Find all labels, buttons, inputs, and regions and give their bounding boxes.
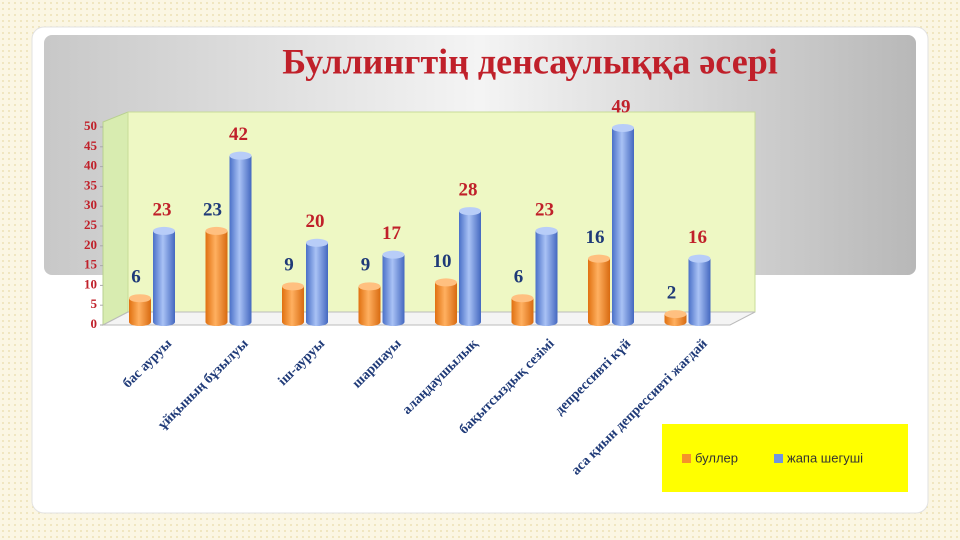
bar (306, 242, 328, 326)
data-label: 16 (688, 227, 707, 248)
data-label: 10 (433, 251, 452, 272)
data-label: 2 (667, 282, 677, 303)
data-label: 9 (284, 255, 294, 276)
data-label: 23 (153, 199, 172, 220)
data-label: 23 (203, 199, 222, 220)
bar-top (382, 250, 405, 259)
side-wall (102, 111, 129, 326)
bar (688, 258, 711, 326)
bar-top (153, 226, 175, 235)
bar-top (511, 294, 534, 303)
bar-top (459, 207, 481, 216)
bar (153, 230, 175, 326)
bar-top (306, 238, 328, 247)
bar-top (229, 151, 252, 160)
data-label: 6 (514, 267, 524, 288)
bar-top (612, 123, 634, 132)
bar-top (535, 226, 558, 235)
data-label: 16 (586, 227, 605, 248)
y-tick-label: 45 (84, 138, 98, 153)
data-label: 49 (612, 96, 631, 117)
bar (435, 282, 457, 326)
y-tick-label: 15 (84, 257, 98, 272)
data-label: 42 (229, 124, 248, 145)
bar-top (664, 310, 687, 319)
bar-top (282, 282, 304, 291)
data-label: 20 (306, 211, 325, 232)
data-label: 9 (361, 255, 371, 276)
legend-swatch (682, 454, 691, 463)
bar (459, 211, 481, 326)
bar (588, 258, 610, 326)
bar-top (129, 294, 151, 303)
y-tick-label: 20 (84, 237, 97, 252)
bar (129, 298, 151, 326)
legend-label: буллер (695, 450, 738, 465)
legend-label: жапа шегуші (787, 450, 863, 465)
data-label: 23 (535, 199, 554, 220)
bar (205, 230, 228, 326)
y-tick-label: 50 (84, 118, 97, 133)
bar (382, 254, 405, 326)
bar-top (588, 254, 610, 263)
bar (612, 127, 634, 327)
y-tick-label: 10 (84, 276, 97, 291)
bar (511, 298, 534, 326)
y-tick-label: 25 (84, 217, 98, 232)
data-label: 28 (459, 179, 478, 200)
bar-top (688, 254, 711, 263)
legend (662, 424, 908, 492)
y-tick-label: 5 (91, 296, 98, 311)
y-tick-label: 40 (84, 158, 97, 173)
bar (229, 155, 252, 326)
y-tick-label: 35 (84, 177, 98, 192)
bar (282, 286, 304, 326)
chart-title: Буллингтің денсаулыққа әсері (282, 41, 777, 81)
y-tick-label: 0 (91, 316, 98, 331)
bar-top (435, 278, 457, 287)
bar (358, 286, 381, 326)
legend-swatch (774, 454, 783, 463)
y-tick-label: 30 (84, 197, 97, 212)
data-label: 17 (382, 223, 402, 244)
floor (102, 311, 756, 326)
bar-top (358, 282, 381, 291)
bar-top (205, 226, 228, 235)
bar (535, 230, 558, 326)
data-label: 6 (131, 267, 141, 288)
